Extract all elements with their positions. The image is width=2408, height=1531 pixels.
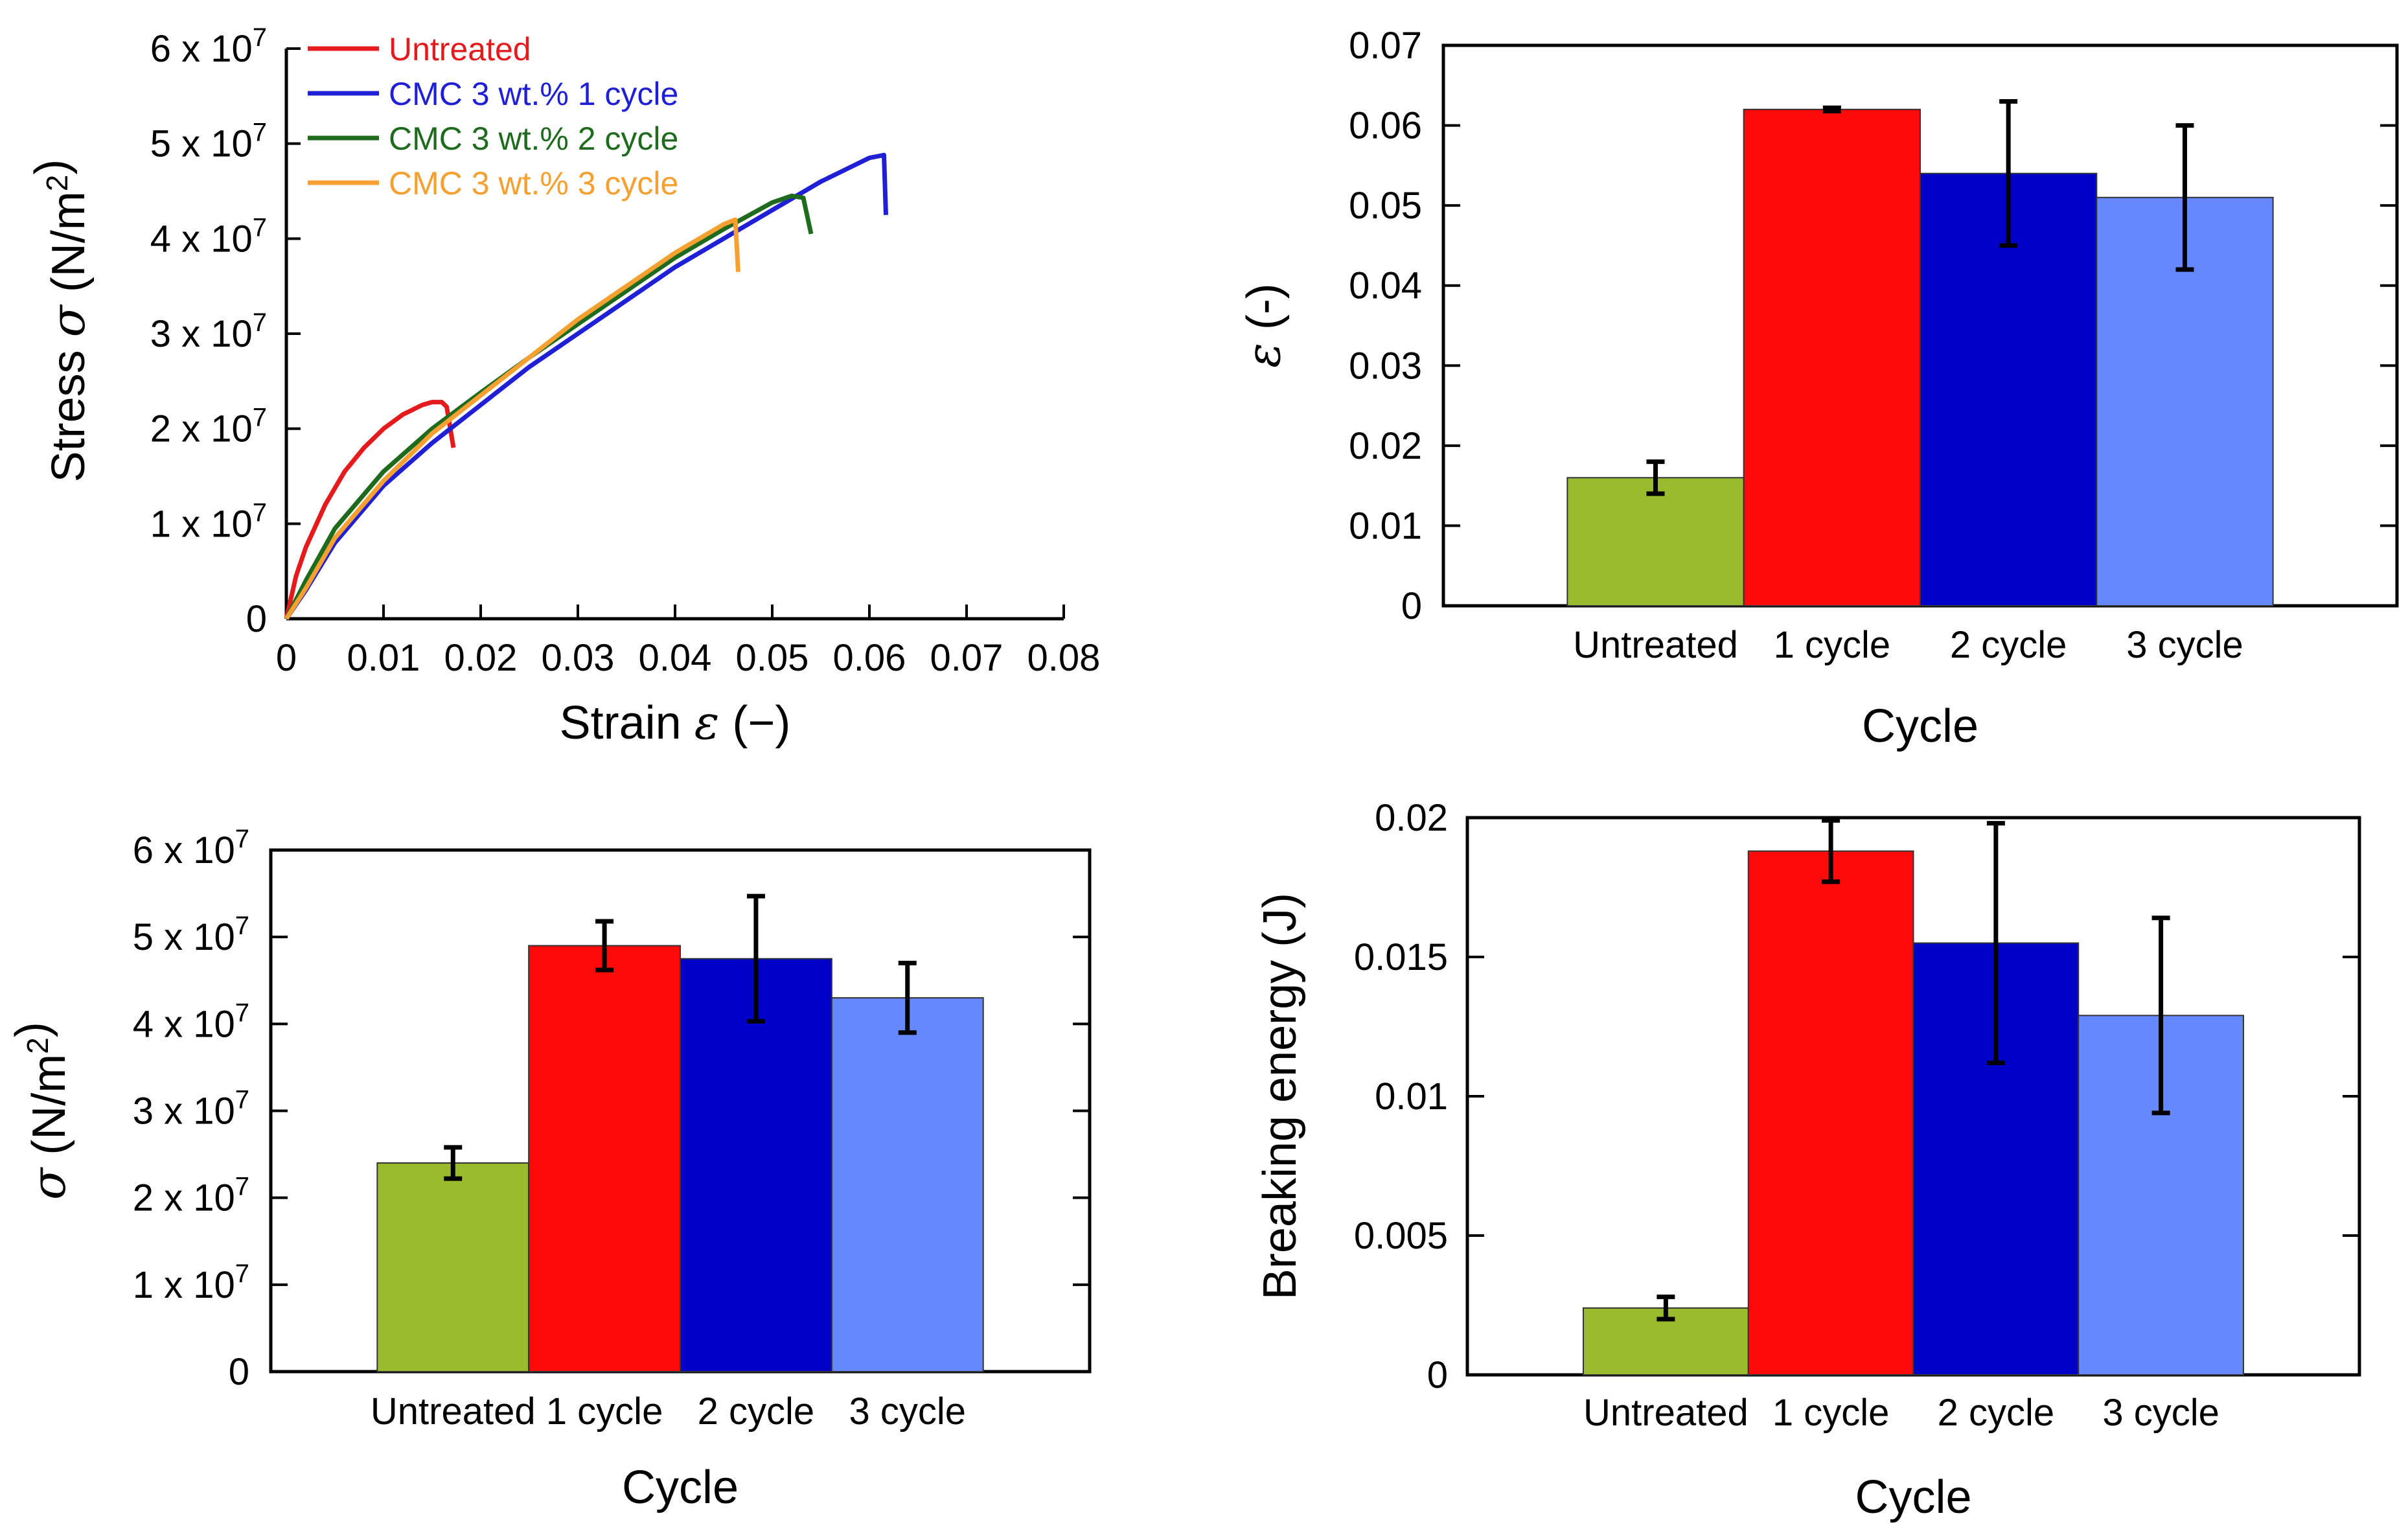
legend-label-2: CMC 3 wt.% 2 cycle xyxy=(389,121,678,157)
category-label-0: Untreated xyxy=(1573,624,1738,666)
category-label-2: 2 cycle xyxy=(1950,624,2067,666)
strain-bar-chart: 0 0.01 0.02 0.03 0.04 0.05 0.06 0.07 Untreated 1 … xyxy=(1236,25,2399,752)
bar-0 xyxy=(1566,477,1745,606)
y-tick-label: 0.05 xyxy=(1349,185,1422,227)
y-tick-label: 2 x 107 xyxy=(133,1173,249,1219)
breaking-energy-bar-chart: 0 0.005 0.01 0.015 0.02 Untreated 1 cycle 2 cyc… xyxy=(1254,797,2361,1523)
category-label-1: 1 cycle xyxy=(546,1390,663,1433)
y-tick-label: 0.04 xyxy=(1349,265,1422,307)
legend-label-0: Untreated xyxy=(389,31,531,67)
y-tick-label: 0.01 xyxy=(1375,1076,1448,1118)
legend-label-1: CMC 3 wt.% 1 cycle xyxy=(389,76,678,112)
y-tick-label: 3 x 107 xyxy=(133,1086,249,1133)
bar-1 xyxy=(1747,850,1914,1376)
y-tick-label: 0.07 xyxy=(1349,25,1422,67)
series-line-0 xyxy=(284,400,456,619)
x-axis-label: Strain ε (−) xyxy=(560,695,791,750)
y-tick-label: 1 x 107 xyxy=(150,498,267,545)
x-tick-label: 0.03 xyxy=(542,637,615,679)
bar-0 xyxy=(376,1162,530,1372)
x-tick-label: 0.07 xyxy=(930,637,1003,679)
y-tick-label: 2 x 107 xyxy=(150,404,267,450)
y-axis-label: ε (-) xyxy=(1236,283,1290,368)
y-tick-label: 0 xyxy=(246,598,267,640)
y-tick-label: 0 xyxy=(1427,1354,1448,1396)
x-tick-label: 0.06 xyxy=(833,637,906,679)
x-tick-label: 0.02 xyxy=(444,637,518,679)
y-tick-label: 0 xyxy=(229,1351,249,1393)
series-line-2 xyxy=(284,193,814,620)
x-tick-label: 0.05 xyxy=(736,637,809,679)
y-axis-label: Breaking energy (J) xyxy=(1254,893,1306,1300)
category-label-3: 3 cycle xyxy=(2102,1392,2219,1434)
category-label-3: 3 cycle xyxy=(849,1390,967,1433)
bar-1 xyxy=(528,945,681,1373)
category-label-3: 3 cycle xyxy=(2126,624,2243,666)
y-tick-label: 4 x 107 xyxy=(133,998,249,1045)
x-tick-label: 0.08 xyxy=(1027,637,1101,679)
y-axis-label: Stress σ (N/m2) xyxy=(26,159,95,483)
bar-3 xyxy=(831,997,984,1373)
category-label-2: 2 cycle xyxy=(1938,1392,2055,1434)
y-tick-label: 0.01 xyxy=(1349,505,1422,547)
x-axis-label: Cycle xyxy=(1862,700,1978,752)
y-tick-label: 6 x 107 xyxy=(133,825,249,871)
x-axis-label: Cycle xyxy=(622,1462,739,1514)
y-tick-label: 5 x 107 xyxy=(133,912,249,958)
y-tick-label: 0.06 xyxy=(1349,105,1422,147)
y-tick-label: 0 xyxy=(1401,585,1422,627)
y-tick-label: 5 x 107 xyxy=(150,119,267,165)
y-tick-label: 0.02 xyxy=(1349,425,1422,467)
bar-2 xyxy=(680,958,832,1373)
x-axis-label: Cycle xyxy=(1855,1471,1971,1523)
category-label-2: 2 cycle xyxy=(698,1390,815,1433)
y-tick-label: 6 x 107 xyxy=(150,23,267,70)
y-axis-label: σ (N/m2) xyxy=(6,1022,76,1200)
y-tick-label: 4 x 107 xyxy=(150,213,267,260)
x-tick-label: 0 xyxy=(276,637,297,679)
series-line-1 xyxy=(284,152,888,620)
y-tick-label: 0.02 xyxy=(1375,797,1448,839)
y-tick-label: 1 x 107 xyxy=(133,1260,249,1306)
stress-strain-chart: 0 0.01 0.02 0.03 0.04 0.05 0.06 0.07 0.08 0 1 x 10… xyxy=(26,23,1100,750)
y-tick-label: 0.015 xyxy=(1354,936,1448,978)
y-tick-label: 3 x 107 xyxy=(150,308,267,355)
x-tick-label: 0.01 xyxy=(347,637,420,679)
stress-bar-chart: 0 1 x 107 2 x 107 3 x 107 4 x 107 5 x 107 6 x … xyxy=(6,825,1092,1514)
series-line-3 xyxy=(284,217,740,620)
y-tick-label: 0.005 xyxy=(1354,1215,1448,1257)
category-label-0: Untreated xyxy=(1583,1392,1749,1434)
category-label-1: 1 cycle xyxy=(1774,624,1891,666)
category-label-0: Untreated xyxy=(371,1390,536,1433)
x-tick-label: 0.04 xyxy=(639,637,712,679)
legend-label-3: CMC 3 wt.% 3 cycle xyxy=(389,165,678,201)
category-label-1: 1 cycle xyxy=(1772,1392,1890,1434)
bar-1 xyxy=(1743,108,1921,607)
y-tick-label: 0.03 xyxy=(1349,345,1422,387)
